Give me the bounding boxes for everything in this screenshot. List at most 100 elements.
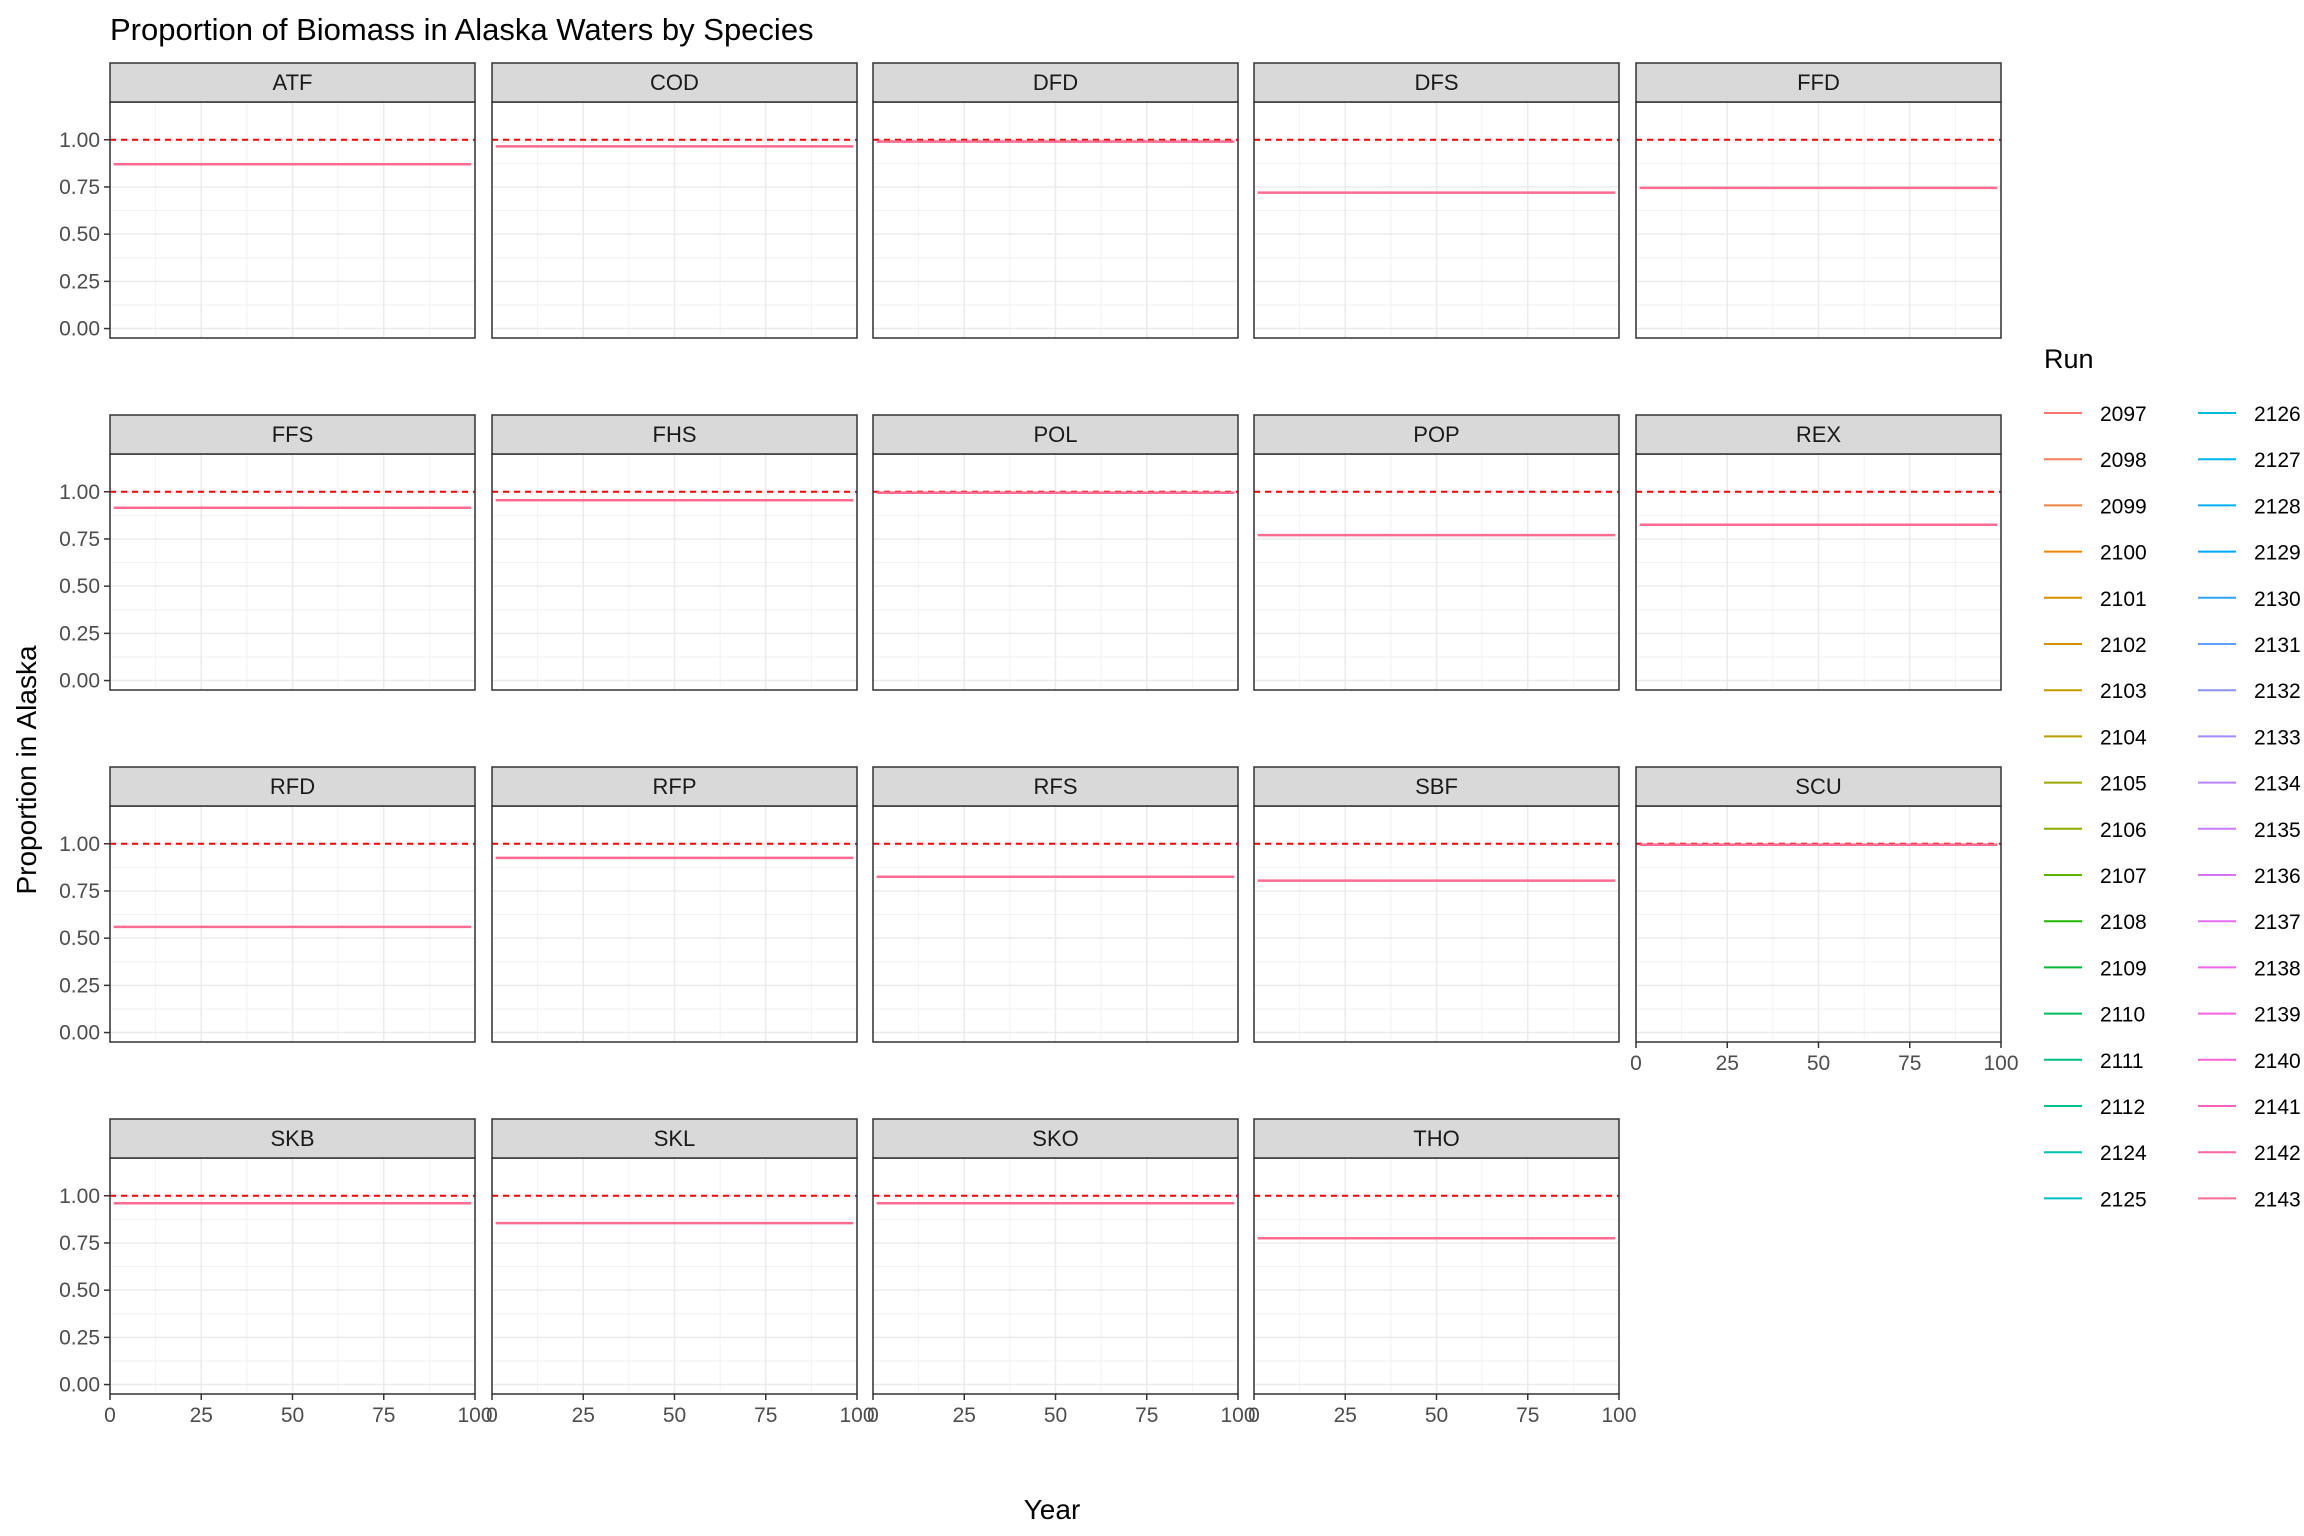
legend-item-2110: 2110: [2044, 1004, 2145, 1027]
legend-item-2133: 2133: [2198, 726, 2301, 749]
facet-strip: [109, 1118, 476, 1159]
legend-item-2108: 2108: [2044, 911, 2147, 934]
y-tick-label: 0.00: [59, 1022, 100, 1045]
x-tick-label: 25: [572, 1404, 595, 1427]
facet-panel-cod: COD: [491, 62, 858, 339]
facet-label: DFS: [1415, 70, 1459, 95]
legend-item-2125: 2125: [2044, 1188, 2147, 1211]
facet-strip: [1635, 414, 2002, 455]
legend-label: 2133: [2254, 726, 2301, 749]
facet-label: ATF: [273, 70, 313, 95]
x-tick-label: 75: [1898, 1052, 1921, 1075]
y-tick-label: 0.75: [59, 1232, 100, 1255]
x-tick-label: 25: [953, 1404, 976, 1427]
legend-label: 2138: [2254, 957, 2301, 980]
legend-label: 2107: [2100, 865, 2147, 888]
facet-panel-sbf: SBF: [1253, 766, 1620, 1043]
legend-label: 2112: [2100, 1096, 2145, 1119]
facet-label: RFS: [1034, 774, 1078, 799]
legend-label: 2111: [2100, 1050, 2144, 1073]
legend-label: 2140: [2254, 1050, 2301, 1073]
legend-item-2141: 2141: [2198, 1096, 2301, 1119]
legend-label: 2098: [2100, 449, 2147, 472]
facet-strip: [109, 414, 476, 455]
facet-strip: [109, 62, 476, 103]
chart-title: Proportion of Biomass in Alaska Waters b…: [110, 12, 814, 47]
x-tick-label: 50: [281, 1404, 304, 1427]
facet-panel-rfp: RFP: [491, 766, 858, 1043]
x-tick-label: 25: [190, 1404, 213, 1427]
x-tick-label: 75: [754, 1404, 777, 1427]
legend-item-2127: 2127: [2198, 449, 2301, 472]
legend-label: 2108: [2100, 911, 2147, 934]
facet-label: REX: [1796, 422, 1842, 447]
y-tick-label: 1.00: [59, 129, 100, 152]
legend-label: 2100: [2100, 542, 2147, 565]
legend-item-2139: 2139: [2198, 1004, 2301, 1027]
legend-item-2102: 2102: [2044, 634, 2147, 657]
y-tick-label: 0.50: [59, 575, 100, 598]
facet-label: COD: [650, 70, 699, 95]
legend-item-2128: 2128: [2198, 495, 2301, 518]
x-tick-label: 0: [867, 1404, 879, 1427]
legend-label: 2105: [2100, 773, 2147, 796]
legend-item-2126: 2126: [2198, 403, 2301, 426]
legend-label: 2109: [2100, 957, 2147, 980]
x-tick-label: 50: [1044, 1404, 1067, 1427]
legend-item-2099: 2099: [2044, 495, 2147, 518]
facet-panel-atf: ATF 0.00 0.25 0.50 0.75 1.00: [59, 62, 476, 341]
facet-strip: [1635, 62, 2002, 103]
facet-panel-rfd: RFD 0.00 0.25 0.50 0.75 1.00: [59, 766, 476, 1045]
x-tick-label: 100: [1983, 1052, 2018, 1075]
facet-label: SKO: [1032, 1126, 1078, 1151]
y-tick-label: 0.00: [59, 670, 100, 693]
y-tick-label: 1.00: [59, 833, 100, 856]
x-tick-label: 50: [663, 1404, 686, 1427]
facet-strip: [1635, 766, 2002, 807]
legend-label: 2135: [2254, 819, 2301, 842]
legend-item-2138: 2138: [2198, 957, 2301, 980]
legend-item-2140: 2140: [2198, 1050, 2301, 1073]
y-tick-label: 0.50: [59, 223, 100, 246]
x-tick-label: 0: [1630, 1052, 1642, 1075]
x-tick-label: 25: [1716, 1052, 1739, 1075]
facet-label: SKL: [654, 1126, 696, 1151]
facet-strip: [1253, 414, 1620, 455]
facet-label: FFS: [272, 422, 314, 447]
legend-label: 2125: [2100, 1188, 2147, 1211]
legend-item-2131: 2131: [2198, 634, 2301, 657]
facet-panel-skb: SKB 0.00 0.25 0.50 0.75 1.00 0 25 50 75 100: [59, 1118, 493, 1427]
facet-label: FHS: [653, 422, 697, 447]
x-tick-label: 50: [1807, 1052, 1830, 1075]
facet-label: SBF: [1415, 774, 1458, 799]
legend-label: 2106: [2100, 819, 2147, 842]
x-tick-label: 75: [372, 1404, 395, 1427]
facet-panel-dfs: DFS: [1253, 62, 1620, 339]
facet-panel-pop: POP: [1253, 414, 1620, 691]
legend-item-2101: 2101: [2044, 588, 2147, 611]
facet-label: POL: [1033, 422, 1077, 447]
facet-panel-rex: REX: [1635, 414, 2002, 691]
legend-label: 2110: [2100, 1004, 2145, 1027]
x-tick-label: 100: [457, 1404, 492, 1427]
facet-panels: ATF 0.00 0.25 0.50 0.75 1.00 COD DFD DFS FFD FFS 0.…: [59, 62, 2019, 1427]
x-tick-label: 75: [1135, 1404, 1158, 1427]
facet-label: DFD: [1033, 70, 1078, 95]
facet-panel-rfs: RFS: [872, 766, 1239, 1043]
x-tick-label: 50: [1425, 1404, 1448, 1427]
facet-label: POP: [1413, 422, 1459, 447]
legend-item-2129: 2129: [2198, 542, 2301, 565]
y-tick-label: 1.00: [59, 481, 100, 504]
legend-label: 2104: [2100, 726, 2147, 749]
y-tick-label: 0.00: [59, 1374, 100, 1397]
facet-label: SCU: [1795, 774, 1841, 799]
legend-label: 2128: [2254, 495, 2301, 518]
legend-label: 2137: [2254, 911, 2301, 934]
x-tick-label: 25: [1334, 1404, 1357, 1427]
x-tick-label: 100: [1601, 1404, 1636, 1427]
x-tick-label: 100: [839, 1404, 874, 1427]
facet-panel-ffs: FFS 0.00 0.25 0.50 0.75 1.00: [59, 414, 476, 693]
legend-label: 2141: [2254, 1096, 2301, 1119]
x-tick-label: 0: [486, 1404, 498, 1427]
facet-strip: [491, 1118, 858, 1159]
